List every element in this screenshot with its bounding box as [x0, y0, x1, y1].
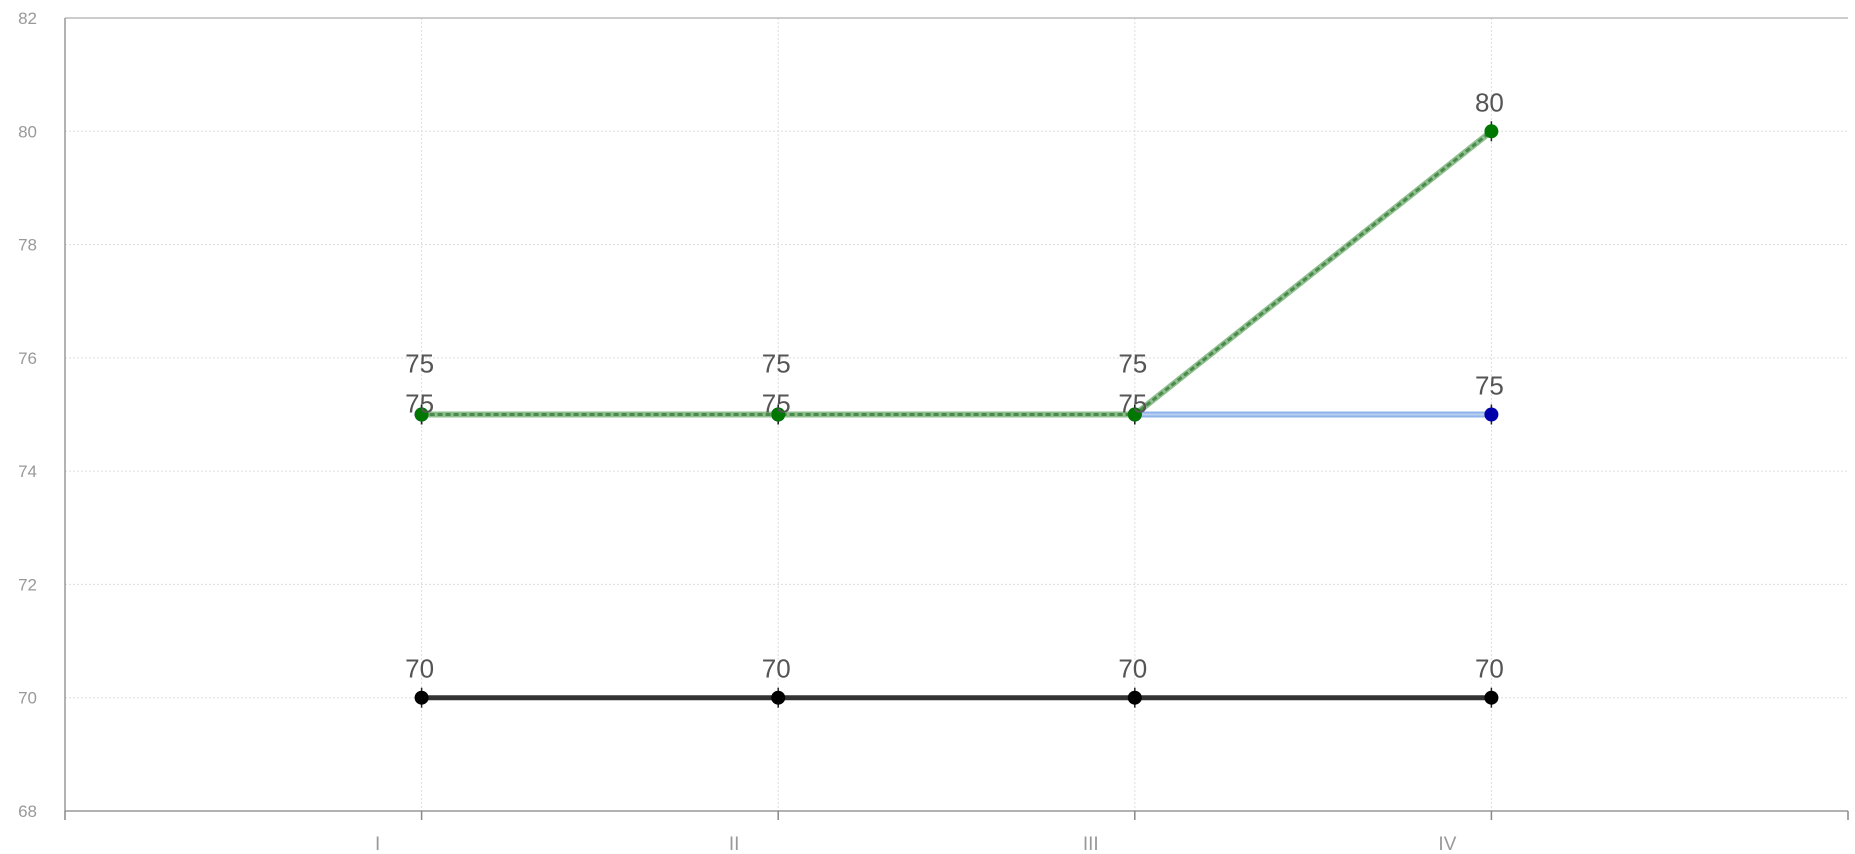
- data-point: [414, 690, 429, 705]
- data-label: 75: [762, 349, 791, 379]
- data-label: 75: [1118, 349, 1147, 379]
- data-label: 70: [762, 654, 791, 684]
- data-label: 80: [1475, 87, 1504, 117]
- data-point: [1127, 407, 1142, 422]
- data-label: 70: [1118, 654, 1147, 684]
- data-point: [1484, 690, 1499, 705]
- label-layer: 70 70 70 70 75 75 75 75 75 75 75 80: [405, 87, 1504, 683]
- y-tick-label: 70: [18, 689, 37, 708]
- y-tick-label: 78: [18, 236, 37, 255]
- data-point: [771, 690, 786, 705]
- x-tick-label: II: [729, 834, 740, 854]
- data-label: 70: [1475, 654, 1504, 684]
- data-point: [771, 407, 786, 422]
- y-tick-label: 80: [18, 122, 37, 141]
- data-point: [1484, 407, 1499, 422]
- x-tick-label: IV: [1438, 834, 1456, 854]
- data-label: 75: [405, 349, 434, 379]
- data-label: 75: [405, 389, 434, 419]
- y-tick-label: 82: [18, 9, 37, 28]
- data-label: 70: [405, 654, 434, 684]
- data-label: 75: [1475, 371, 1504, 401]
- series-layer: [414, 121, 1499, 708]
- series-line: [421, 130, 1493, 416]
- data-point: [414, 407, 429, 422]
- data-point: [1484, 124, 1499, 139]
- x-tick-label: I: [375, 834, 380, 854]
- y-tick-label: 72: [18, 575, 37, 594]
- data-label: 75: [1118, 389, 1147, 419]
- data-label: 75: [762, 389, 791, 419]
- y-tick-label: 68: [18, 802, 37, 821]
- y-tick-label: 76: [18, 349, 37, 368]
- series-line-halo: [421, 128, 1494, 418]
- y-tick-label: 74: [18, 462, 37, 481]
- x-tick-label: III: [1083, 834, 1099, 854]
- data-point: [1127, 690, 1142, 705]
